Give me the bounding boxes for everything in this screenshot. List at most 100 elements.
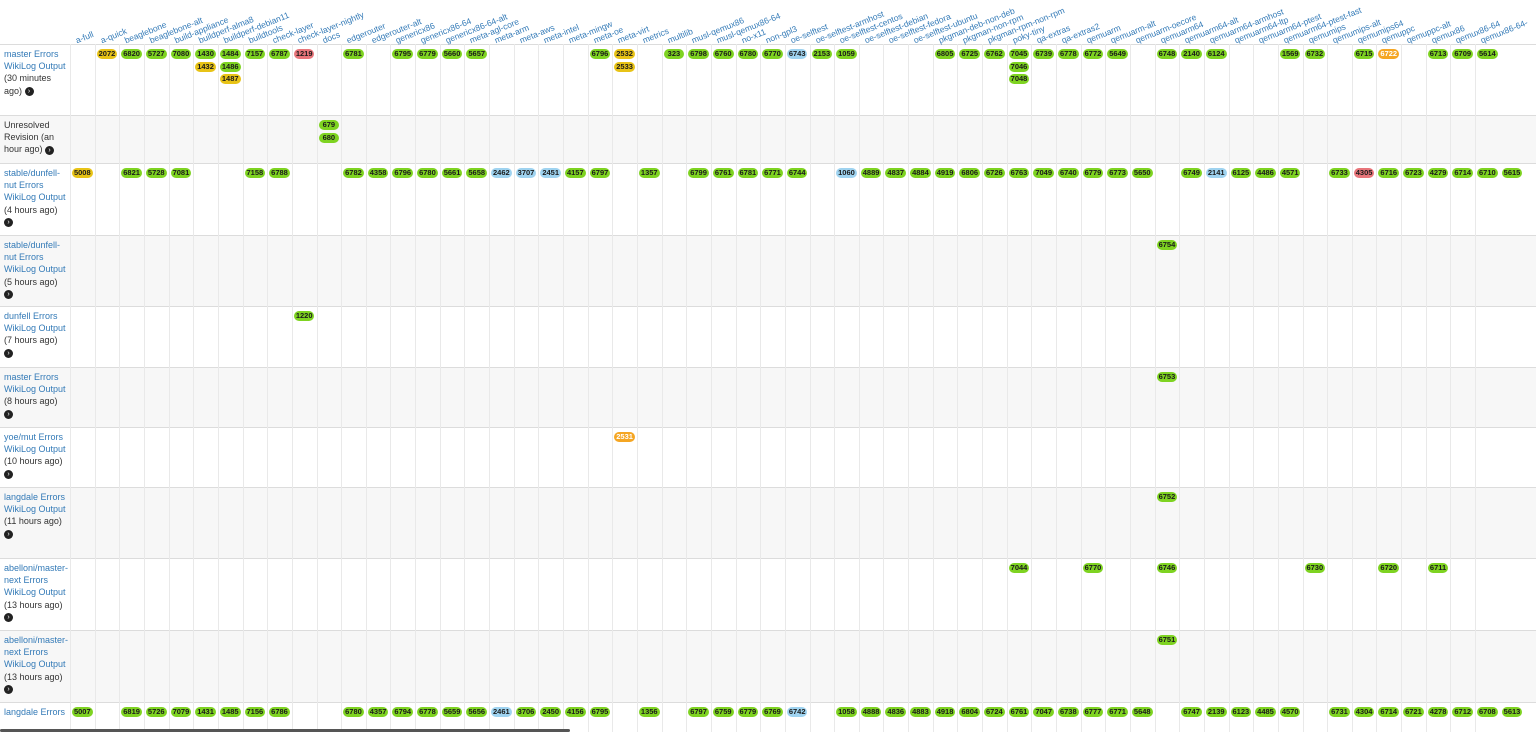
build-badge[interactable]: 7157 — [244, 49, 266, 59]
expand-arrow-icon[interactable]: › — [45, 145, 55, 155]
output-link[interactable]: Output — [38, 659, 66, 670]
build-badge[interactable]: 680 — [318, 132, 340, 143]
build-badge[interactable]: 4883 — [910, 707, 931, 717]
build-badge[interactable]: 5613 — [1501, 707, 1523, 717]
build-badge[interactable]: 6715 — [1353, 49, 1375, 59]
build-badge[interactable]: 6773 — [1107, 168, 1128, 178]
branch-link[interactable]: master — [4, 372, 32, 382]
expand-arrow-icon[interactable]: › — [4, 409, 13, 419]
build-badge[interactable]: 6722 — [1378, 49, 1400, 59]
build-badge[interactable]: 1484 — [219, 49, 241, 59]
build-badge[interactable]: 4884 — [910, 168, 931, 178]
build-badge[interactable]: 2153 — [811, 49, 833, 59]
build-badge[interactable]: 7081 — [170, 168, 192, 178]
build-badge[interactable]: 5658 — [466, 168, 488, 178]
build-badge[interactable]: 1569 — [1279, 49, 1301, 59]
build-badge[interactable]: 6798 — [688, 49, 709, 59]
build-badge[interactable]: 4836 — [885, 707, 907, 717]
build-badge[interactable]: 1220 — [293, 311, 315, 321]
build-badge[interactable]: 1487 — [219, 74, 241, 84]
build-badge[interactable]: 5007 — [72, 707, 93, 717]
build-badge[interactable]: 2072 — [96, 49, 118, 59]
wikilog-link[interactable]: WikiLog — [4, 444, 37, 455]
build-badge[interactable]: 1432 — [195, 61, 216, 72]
build-badge[interactable]: 6731 — [1329, 707, 1350, 717]
build-badge[interactable]: 6796 — [589, 49, 611, 59]
errors-link[interactable]: Errors — [34, 49, 59, 59]
output-link[interactable]: Output — [38, 192, 66, 203]
build-badge[interactable]: 5656 — [466, 707, 488, 717]
build-badge[interactable]: 6770 — [1082, 563, 1104, 573]
build-badge[interactable]: 6723 — [1403, 168, 1424, 178]
errors-link[interactable]: Errors — [34, 372, 59, 382]
wikilog-link[interactable]: WikiLog — [4, 384, 37, 395]
column-header-a-full[interactable]: a-full — [74, 29, 95, 46]
branch-link[interactable]: langdale — [4, 707, 39, 717]
expand-arrow-icon[interactable]: › — [4, 469, 13, 479]
build-badge[interactable]: 6760 — [712, 49, 734, 59]
build-badge[interactable]: 6794 — [392, 707, 414, 717]
build-badge[interactable]: 4571 — [1279, 168, 1301, 178]
build-badge[interactable]: 4570 — [1279, 707, 1301, 717]
build-badge[interactable]: 6746 — [1156, 563, 1178, 573]
build-badge[interactable]: 6778 — [1058, 49, 1079, 59]
branch-link[interactable]: abelloni/master-next — [4, 635, 69, 658]
output-link[interactable]: Output — [38, 444, 66, 455]
errors-link[interactable]: Errors — [33, 311, 58, 321]
horizontal-scrollbar[interactable] — [0, 729, 570, 732]
build-badge[interactable]: 6771 — [1107, 707, 1128, 717]
build-badge[interactable]: 6796 — [392, 168, 414, 178]
errors-link[interactable]: Errors — [23, 575, 49, 586]
build-badge[interactable]: 6751 — [1156, 635, 1178, 645]
build-badge[interactable]: 6125 — [1230, 168, 1252, 178]
build-badge[interactable]: 6747 — [1181, 707, 1202, 717]
build-badge[interactable]: 6781 — [343, 49, 364, 59]
build-badge[interactable]: 7080 — [170, 49, 192, 59]
build-badge[interactable]: 6770 — [762, 49, 783, 59]
build-badge[interactable]: 1430 — [195, 49, 216, 59]
errors-link[interactable]: Errors — [23, 647, 49, 658]
build-badge[interactable]: 6799 — [688, 168, 709, 178]
output-link[interactable]: Output — [38, 61, 66, 72]
build-badge[interactable]: 5615 — [1501, 168, 1523, 178]
build-badge[interactable]: 4485 — [1255, 707, 1276, 717]
build-badge[interactable]: 1486 — [219, 61, 241, 72]
wikilog-link[interactable]: WikiLog — [4, 264, 37, 275]
build-badge[interactable]: 1356 — [638, 707, 660, 717]
build-badge[interactable]: 6724 — [984, 707, 1005, 717]
build-badge[interactable]: 6820 — [121, 49, 142, 59]
expand-arrow-icon[interactable]: › — [4, 529, 13, 539]
build-badge[interactable]: 2140 — [1181, 49, 1202, 59]
branch-link[interactable]: langdale — [4, 492, 39, 502]
branch-link[interactable]: stable/dunfell-nut — [4, 240, 61, 263]
build-badge[interactable]: 6721 — [1403, 707, 1424, 717]
build-badge[interactable]: 4888 — [860, 707, 882, 717]
errors-link[interactable]: Errors — [19, 180, 44, 191]
wikilog-link[interactable]: WikiLog — [4, 61, 37, 72]
build-badge[interactable]: 7049 — [1033, 168, 1054, 178]
build-badge[interactable]: 5660 — [441, 49, 463, 59]
build-badge[interactable]: 4156 — [565, 707, 586, 717]
build-badge[interactable]: 6759 — [712, 707, 734, 717]
expand-arrow-icon[interactable]: › — [4, 217, 13, 227]
build-badge[interactable]: 4279 — [1427, 168, 1449, 178]
errors-link[interactable]: Errors — [40, 492, 66, 502]
wikilog-link[interactable]: WikiLog — [4, 504, 37, 515]
build-badge[interactable]: 6716 — [1378, 168, 1400, 178]
build-badge[interactable]: 1060 — [836, 168, 857, 178]
build-badge[interactable]: 6779 — [737, 707, 759, 717]
build-badge[interactable]: 6713 — [1427, 49, 1449, 59]
build-badge[interactable]: 6795 — [392, 49, 414, 59]
build-badge[interactable]: 6709 — [1452, 49, 1474, 59]
build-badge[interactable]: 4486 — [1255, 168, 1276, 178]
build-badge[interactable]: 7046 — [1008, 61, 1030, 72]
build-badge[interactable]: 6780 — [417, 168, 438, 178]
build-badge[interactable]: 6761 — [712, 168, 734, 178]
build-badge[interactable]: 2461 — [491, 707, 512, 717]
wikilog-link[interactable]: WikiLog — [4, 192, 37, 203]
branch-link[interactable]: dunfell — [4, 311, 31, 321]
build-badge[interactable]: 5650 — [1131, 168, 1153, 178]
build-badge[interactable]: 2531 — [614, 432, 635, 442]
expand-arrow-icon[interactable]: › — [4, 348, 13, 358]
build-badge[interactable]: 4278 — [1427, 707, 1449, 717]
